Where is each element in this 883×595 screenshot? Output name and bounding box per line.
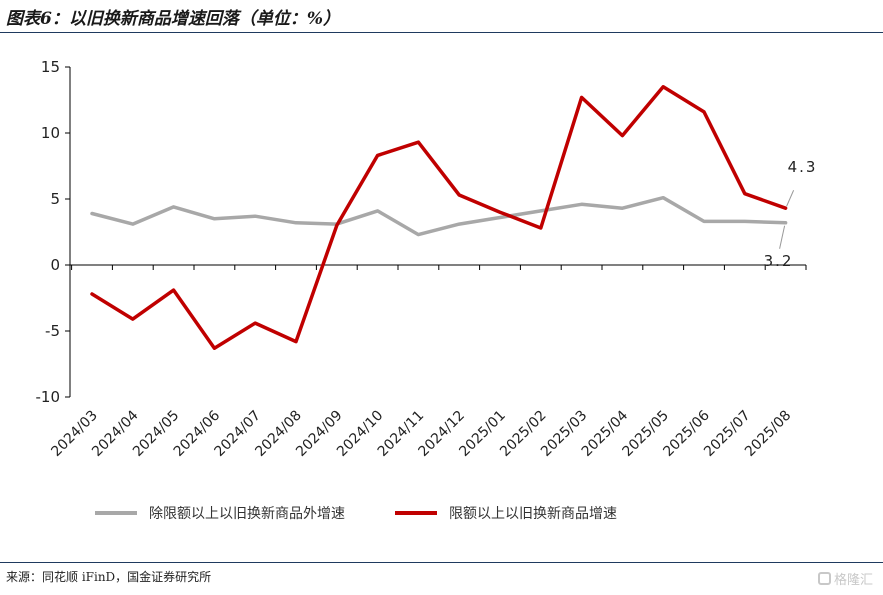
legend-label-gray: 除限额以上以旧换新商品外增速 — [149, 506, 345, 522]
annotation-leader-line — [779, 225, 786, 249]
top-divider — [0, 32, 883, 33]
figure-title: 图表6：以旧换新商品增速回落（单位：%） — [6, 9, 340, 29]
y-tick-label: 0 — [50, 256, 60, 274]
source-note: 来源：同花顺 iFinD，国金证券研究所 — [6, 570, 212, 584]
watermark: 格隆汇 — [817, 569, 873, 588]
y-tick-label: -5 — [45, 322, 60, 340]
y-tick-label: 5 — [50, 190, 60, 208]
legend-swatch-red — [395, 511, 437, 515]
data-label: 4.3 — [788, 158, 818, 176]
y-tick-label: -10 — [36, 388, 61, 406]
legend-swatch-gray — [95, 511, 137, 515]
annotation-leader-line — [786, 190, 795, 207]
legend-label-red: 限额以上以旧换新商品增速 — [449, 506, 617, 522]
legend-item-red: 限额以上以旧换新商品增速 — [395, 503, 617, 523]
watermark-text: 格隆汇 — [833, 573, 873, 588]
y-tick-label: 10 — [41, 124, 60, 142]
bottom-divider — [0, 562, 883, 563]
line-chart: -10-50510152024/032024/042024/052024/062… — [36, 58, 818, 460]
watermark-logo-icon — [817, 572, 831, 585]
series-line-gray — [90, 195, 788, 237]
chart-legend: 除限额以上以旧换新商品外增速 限额以上以旧换新商品增速 — [95, 503, 617, 523]
series-line-red — [90, 85, 788, 350]
legend-item-gray: 除限额以上以旧换新商品外增速 — [95, 503, 345, 523]
y-tick-label: 15 — [41, 58, 60, 76]
data-label: 3.2 — [764, 252, 794, 270]
